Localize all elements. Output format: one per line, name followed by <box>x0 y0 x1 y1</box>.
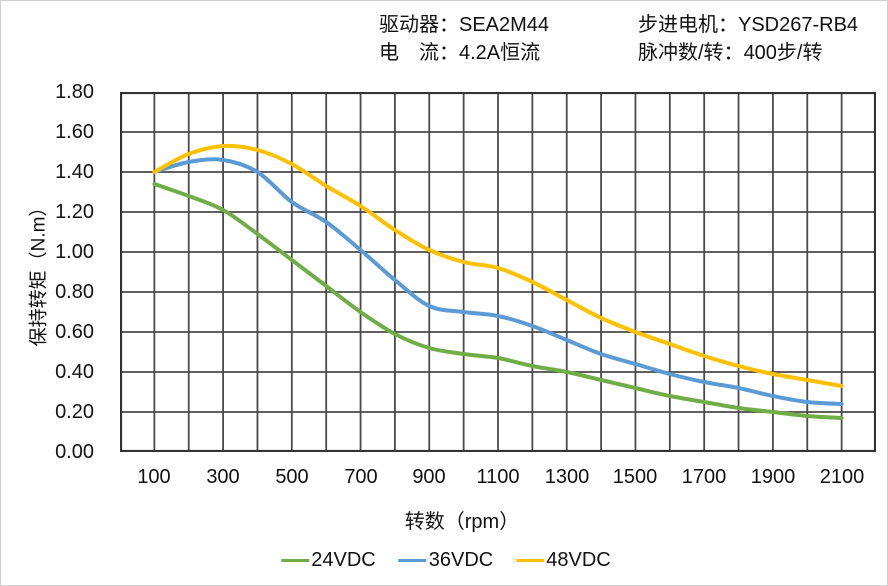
x-tick-label: 1300 <box>544 466 590 488</box>
y-tick-label: 0.60 <box>55 321 94 343</box>
x-tick-label: 700 <box>344 466 378 488</box>
x-axis-title: 转数（rpm） <box>404 511 520 533</box>
motor-label: 步进电机： <box>638 14 738 36</box>
legend-line-36vdc-icon <box>398 558 427 562</box>
curve-36VDC <box>152 157 844 406</box>
driver-line: 驱动器：SEA2M44 <box>379 11 549 39</box>
pulses-value: 400步/转 <box>743 42 823 64</box>
legend-label-24vdc: 24VDC <box>311 549 376 571</box>
x-tick-label: 300 <box>206 466 240 488</box>
motor-info: 步进电机：YSD267-RB4 脉冲数/转：400步/转 <box>638 11 858 67</box>
y-tick-label: 0.80 <box>55 281 94 303</box>
x-tick-label: 1100 <box>476 466 520 488</box>
x-tick-label: 500 <box>275 466 309 488</box>
x-tick-label: 900 <box>412 466 446 488</box>
legend-line-24vdc-icon <box>281 558 310 562</box>
y-tick-label: 1.20 <box>55 201 94 223</box>
driver-label: 驱动器： <box>379 14 459 36</box>
legend-item-48vdc: 48VDC <box>516 548 611 572</box>
x-tick-label: 2100 <box>819 466 865 488</box>
plot-area <box>120 92 876 452</box>
x-tick-label: 1700 <box>681 466 727 488</box>
driver-value: SEA2M44 <box>459 14 550 36</box>
legend-label-48vdc: 48VDC <box>546 549 611 571</box>
x-tick-label: 1500 <box>612 466 658 488</box>
y-tick-label: 1.40 <box>55 161 94 183</box>
legend-line-48vdc-icon <box>516 558 545 562</box>
current-line: 电 流：4.2A恒流 <box>379 39 549 67</box>
y-tick-label: 0.20 <box>55 401 94 423</box>
legend-label-36vdc: 36VDC <box>428 549 494 571</box>
motor-line: 步进电机：YSD267-RB4 <box>638 11 858 39</box>
legend-item-36vdc: 36VDC <box>398 548 494 572</box>
current-label: 电 流： <box>379 42 459 64</box>
y-tick-label: 0.40 <box>55 361 94 383</box>
curve-48VDC <box>152 143 844 388</box>
current-value: 4.2A恒流 <box>459 42 541 64</box>
legend-item-24vdc: 24VDC <box>281 548 376 572</box>
pulses-label: 脉冲数/转： <box>638 42 744 64</box>
legend: 24VDC 36VDC 48VDC <box>281 548 611 572</box>
y-tick-label: 0.00 <box>55 441 94 463</box>
y-tick-label: 1.80 <box>55 81 94 103</box>
y-tick-label: 1.00 <box>55 241 94 263</box>
curve-24VDC <box>152 182 844 420</box>
motor-value: YSD267-RB4 <box>738 14 859 36</box>
x-tick-label: 100 <box>137 466 171 488</box>
y-tick-label: 1.60 <box>55 121 94 143</box>
pulses-line: 脉冲数/转：400步/转 <box>638 39 858 67</box>
x-tick-label: 1900 <box>750 466 796 488</box>
driver-info: 驱动器：SEA2M44 电 流：4.2A恒流 <box>379 11 549 67</box>
